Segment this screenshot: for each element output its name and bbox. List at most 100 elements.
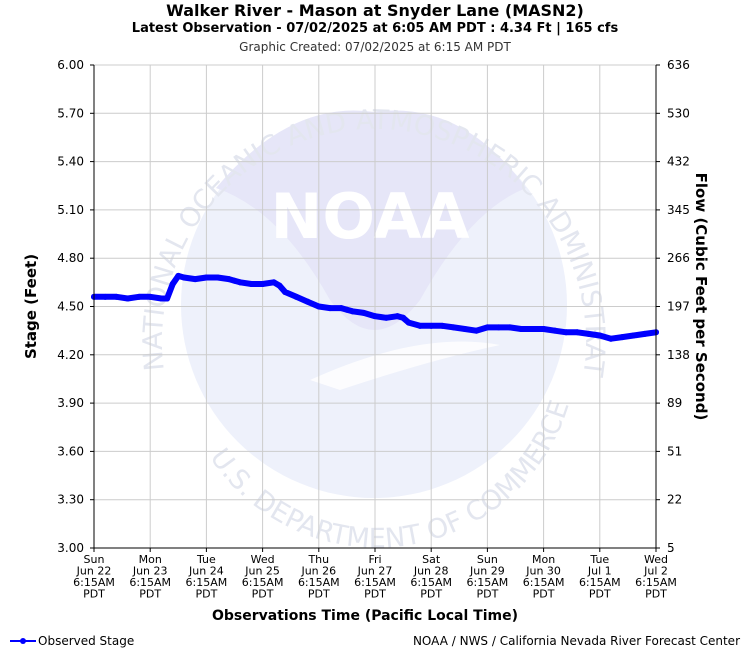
y-tick-label-left: 3.30: [57, 493, 84, 507]
data-point: [214, 274, 221, 281]
data-point: [164, 295, 171, 302]
data-point: [608, 335, 615, 342]
y-tick-label-right: 432: [667, 155, 690, 169]
data-point: [192, 276, 199, 283]
x-tick-label: Mon Jun 30 6:15AM PDT: [523, 553, 565, 601]
y-tick-label-left: 3.60: [57, 444, 84, 458]
data-point: [338, 305, 345, 312]
data-point: [343, 306, 350, 313]
legend-line-swatch: [10, 635, 36, 647]
data-point: [416, 322, 423, 329]
data-point: [394, 313, 401, 320]
data-point: [237, 279, 244, 286]
y-tick-label-right: 89: [667, 396, 682, 410]
seal-logo-text: NOAA: [271, 180, 470, 253]
y-tick-label-left: 3.90: [57, 396, 84, 410]
footer-credit: NOAA / NWS / California Nevada River For…: [412, 634, 740, 648]
y-tick-label-left: 6.00: [57, 58, 84, 72]
data-point: [551, 327, 558, 334]
y-tick-label-left: 4.50: [57, 300, 84, 314]
data-point: [400, 314, 407, 321]
data-point: [461, 326, 468, 333]
data-point: [175, 272, 182, 279]
y-tick-label-right: 5: [667, 541, 675, 555]
data-point: [248, 280, 255, 287]
data-point: [259, 280, 266, 287]
data-point: [124, 295, 131, 302]
data-point: [428, 322, 435, 329]
data-point: [484, 324, 491, 331]
y-tick-label-left: 5.70: [57, 106, 84, 120]
x-tick-label: Tue Jul 1 6:15AM PDT: [579, 553, 621, 601]
data-point: [135, 293, 142, 300]
data-point: [563, 329, 570, 336]
data-point: [304, 298, 311, 305]
x-tick-label: Sat Jun 28 6:15AM PDT: [410, 553, 452, 601]
data-point: [372, 313, 378, 320]
y-tick-label-right: 51: [667, 444, 682, 458]
data-point: [596, 332, 603, 339]
data-point: [147, 293, 154, 300]
x-axis-title: Observations Time (Pacific Local Time): [212, 608, 518, 624]
axes: [90, 64, 660, 552]
y-tick-label-left: 3.00: [57, 541, 84, 555]
y-axis-title-left: Stage (Feet): [22, 254, 40, 359]
data-point: [327, 305, 334, 312]
data-point: [203, 274, 210, 281]
data-point: [506, 324, 513, 331]
chart-title: Walker River - Mason at Snyder Lane (MAS…: [166, 1, 584, 20]
data-point: [574, 329, 581, 336]
y-tick-label-right: 197: [667, 300, 690, 314]
data-point: [180, 274, 187, 281]
data-point: [270, 279, 277, 286]
data-point: [349, 308, 356, 315]
data-point: [439, 322, 446, 329]
grid-lines: [93, 64, 657, 549]
data-point: [282, 289, 289, 296]
data-point: [450, 324, 457, 331]
x-tick-label: Thu Jun 26 6:15AM PDT: [298, 553, 340, 601]
data-point: [383, 314, 390, 321]
data-point: [231, 277, 238, 284]
data-point: [102, 293, 109, 300]
x-tick-label: Wed Jul 2 6:15AM PDT: [635, 553, 677, 601]
data-point: [619, 334, 626, 341]
seal-bird-shape: [216, 110, 526, 330]
y-tick-label-right: 530: [667, 106, 690, 120]
y-tick-label-left: 5.40: [57, 155, 84, 169]
data-point: [315, 303, 322, 310]
data-point: [630, 332, 637, 339]
graphic-created: Graphic Created: 07/02/2025 at 6:15 AM P…: [239, 40, 511, 54]
data-point: [158, 295, 165, 302]
y-tick-label-right: 266: [667, 251, 690, 265]
axis-labels: 3.00 3.30 3.60 3.90 4.20 4.50 4.80 5.10 5.40 5.70…: [22, 58, 710, 624]
y-tick-label-right: 22: [667, 493, 682, 507]
seal-wave: [310, 341, 500, 390]
data-point: [276, 282, 283, 289]
y-tick-label-left: 4.20: [57, 348, 84, 362]
observed-stage-series: [91, 272, 659, 342]
data-point: [585, 330, 592, 337]
data-point: [293, 293, 300, 300]
data-point: [529, 326, 536, 333]
data-point: [405, 319, 412, 326]
data-point: [495, 324, 502, 331]
data-point: [540, 326, 547, 333]
data-point: [360, 309, 367, 316]
x-tick-label: Wed Jun 25 6:15AM PDT: [242, 553, 284, 601]
x-tick-label: Tue Jun 24 6:15AM PDT: [186, 553, 228, 601]
y-tick-label-left: 5.10: [57, 203, 84, 217]
y-tick-label-right: 138: [667, 348, 690, 362]
x-tick-label: Fri Jun 27 6:15AM PDT: [354, 553, 396, 601]
y-tick-label-left: 4.80: [57, 251, 84, 265]
data-point: [473, 327, 480, 334]
y-tick-label-right: 345: [667, 203, 690, 217]
latest-observation: Latest Observation - 07/02/2025 at 6:05 …: [131, 21, 619, 36]
x-tick-label: Sun Jun 22 6:15AM PDT: [73, 553, 115, 601]
y-tick-label-right: 636: [667, 58, 690, 72]
y-axis-title-right: Flow (Cubic Feet per Second): [692, 173, 710, 421]
data-point: [518, 326, 525, 333]
x-tick-label: Sun Jun 29 6:15AM PDT: [467, 553, 509, 601]
